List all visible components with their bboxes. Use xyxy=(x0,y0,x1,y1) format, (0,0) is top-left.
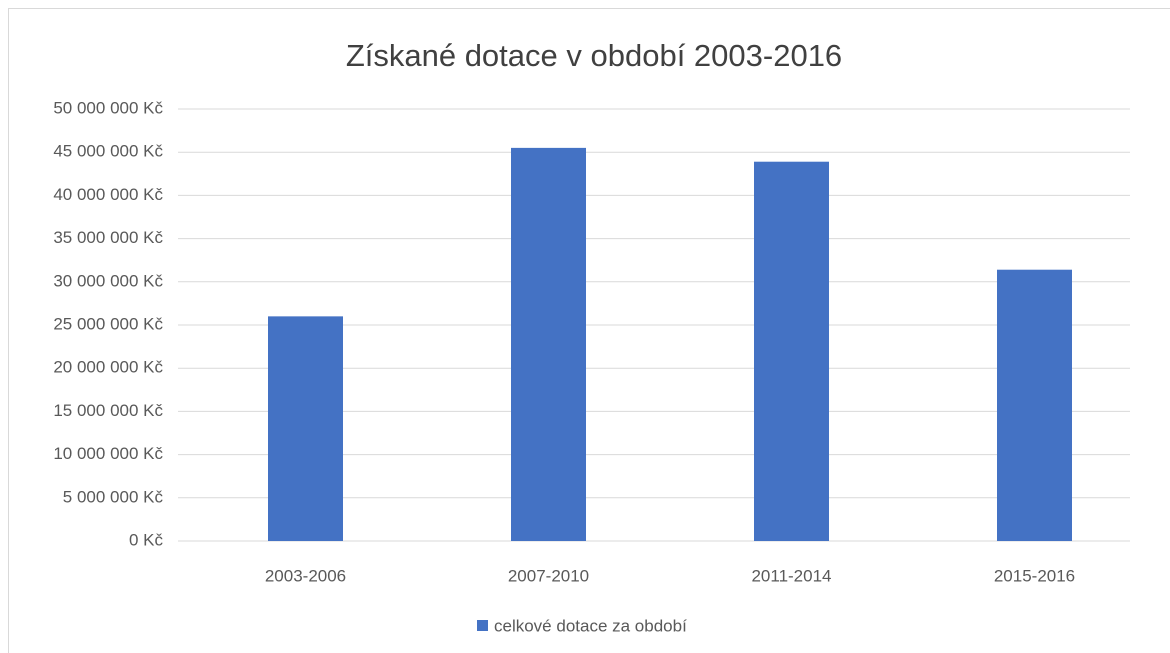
chart-frame xyxy=(8,8,1170,653)
x-tick-label: 2007-2010 xyxy=(508,566,589,585)
bar xyxy=(997,269,1072,541)
bar xyxy=(511,147,586,541)
legend-label: celkové dotace za období xyxy=(494,616,687,635)
y-tick-label: 20 000 000 Kč xyxy=(53,358,163,377)
y-tick-label: 10 000 000 Kč xyxy=(53,444,163,463)
chart-title: Získané dotace v období 2003-2016 xyxy=(346,38,842,73)
legend-swatch xyxy=(477,620,488,631)
y-tick-label: 15 000 000 Kč xyxy=(53,401,163,420)
y-tick-label: 0 Kč xyxy=(129,530,164,549)
y-tick-label: 50 000 000 Kč xyxy=(53,98,163,117)
y-tick-label: 45 000 000 Kč xyxy=(53,142,163,161)
y-tick-label: 40 000 000 Kč xyxy=(53,185,163,204)
x-tick-label: 2015-2016 xyxy=(994,566,1075,585)
y-tick-label: 5 000 000 Kč xyxy=(63,487,164,506)
y-tick-label: 25 000 000 Kč xyxy=(53,314,163,333)
y-tick-label: 30 000 000 Kč xyxy=(53,271,163,290)
bar xyxy=(268,316,343,541)
y-tick-label: 35 000 000 Kč xyxy=(53,228,163,247)
x-tick-label: 2003-2006 xyxy=(265,566,346,585)
bar xyxy=(754,161,829,542)
x-tick-label: 2011-2014 xyxy=(751,566,831,585)
